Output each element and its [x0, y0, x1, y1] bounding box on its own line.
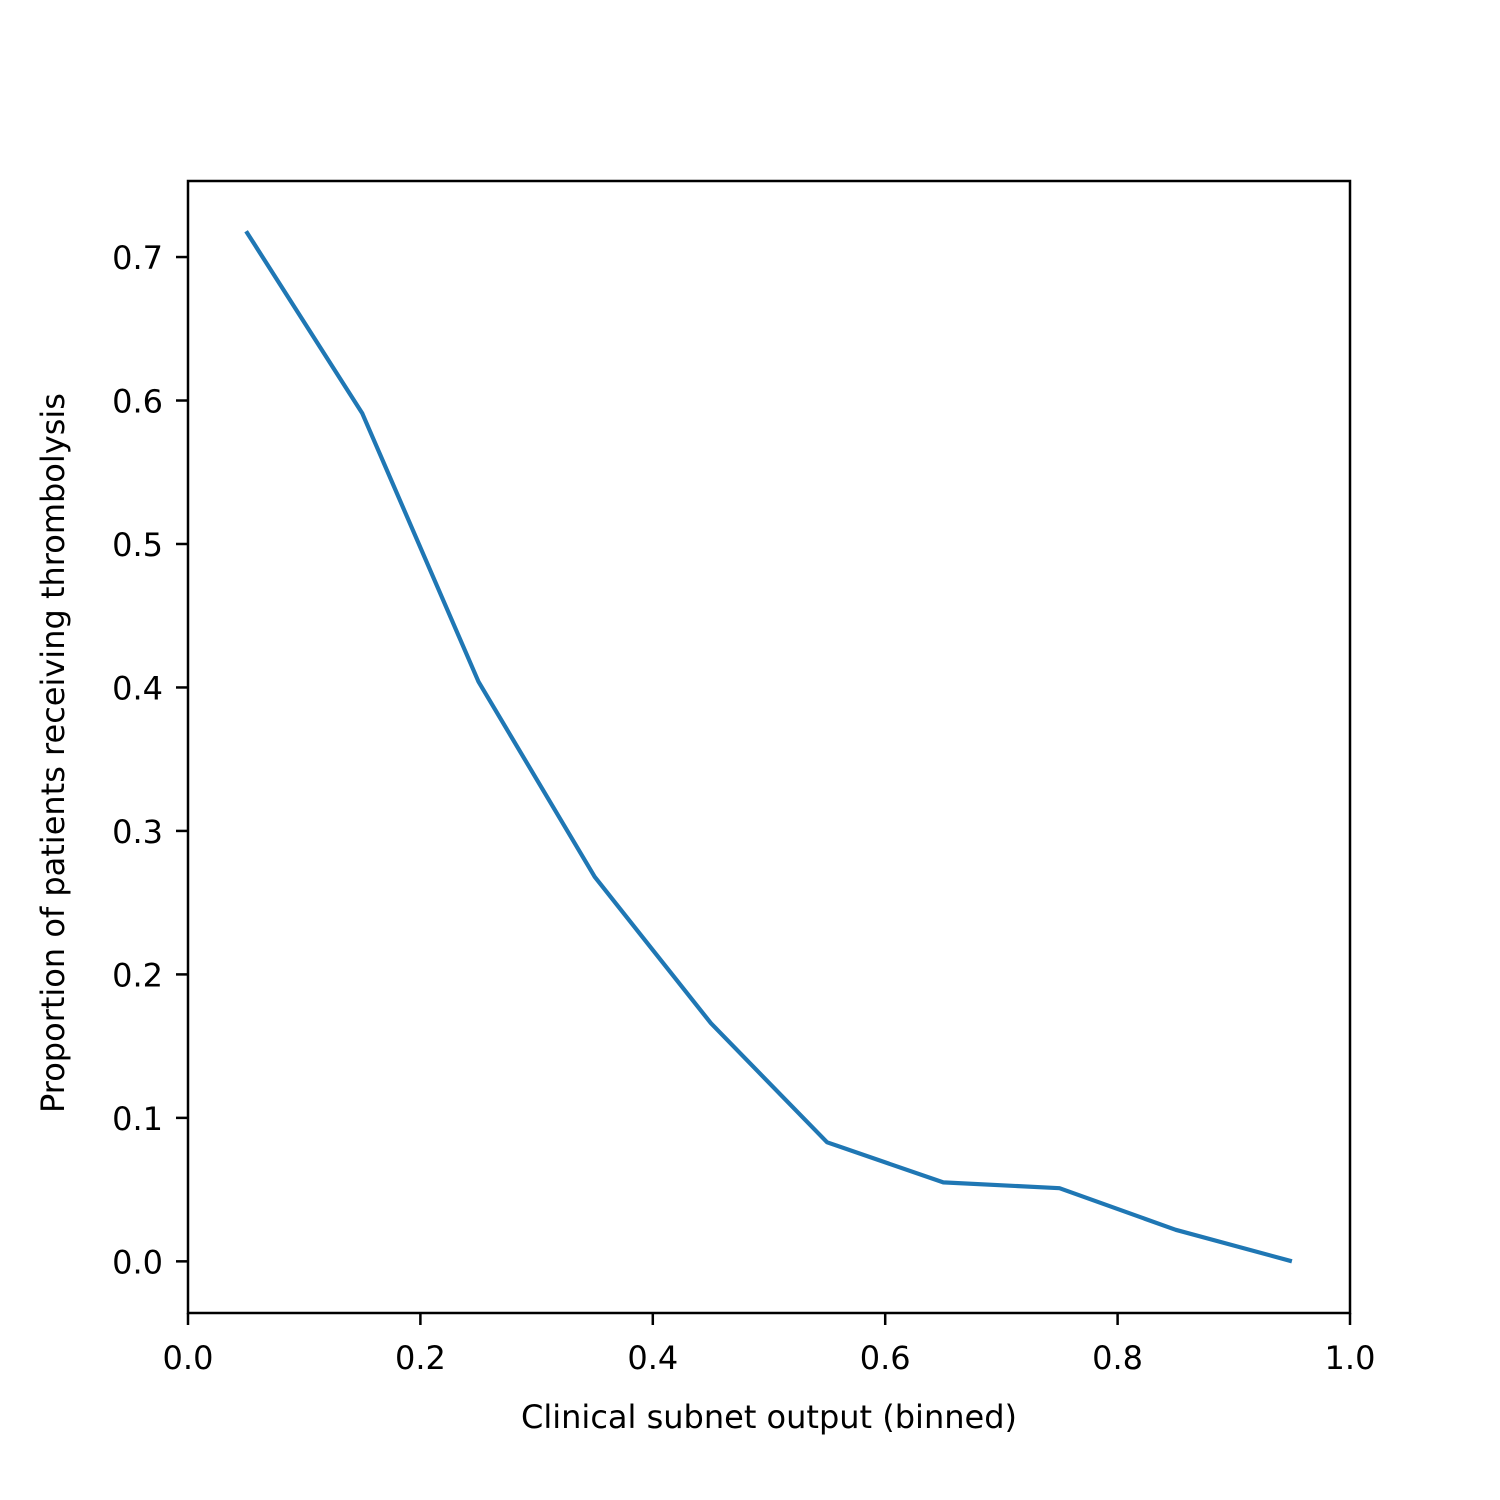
- x-tick-label: 0.2: [395, 1339, 446, 1377]
- x-axis-label: Clinical subnet output (binned): [521, 1398, 1017, 1436]
- x-tick-label: 0.6: [860, 1339, 911, 1377]
- x-tick-label: 0.4: [627, 1339, 678, 1377]
- x-tick-label: 1.0: [1325, 1339, 1376, 1377]
- y-tick-label: 0.2: [112, 956, 163, 994]
- y-axis-ticks: 0.0 0.1 0.2 0.3 0.4 0.5 0.6 0.7: [112, 239, 188, 1281]
- y-tick-label: 0.1: [112, 1100, 163, 1138]
- y-tick-label: 0.0: [112, 1243, 163, 1281]
- x-axis-ticks: 0.0 0.2 0.4 0.6 0.8 1.0: [163, 1313, 1376, 1377]
- y-tick-label: 0.6: [112, 383, 163, 421]
- plot-frame: [186, 179, 1352, 1315]
- y-tick-label: 0.7: [112, 239, 163, 277]
- x-tick-label: 0.0: [163, 1339, 214, 1377]
- y-tick-label: 0.4: [112, 669, 163, 707]
- y-axis-label: Proportion of patients receiving thrombo…: [34, 393, 72, 1113]
- x-tick-label: 0.8: [1092, 1339, 1143, 1377]
- y-tick-label: 0.5: [112, 526, 163, 564]
- y-tick-label: 0.3: [112, 813, 163, 851]
- series-line: [244, 230, 1293, 1264]
- series-layer: [244, 230, 1293, 1264]
